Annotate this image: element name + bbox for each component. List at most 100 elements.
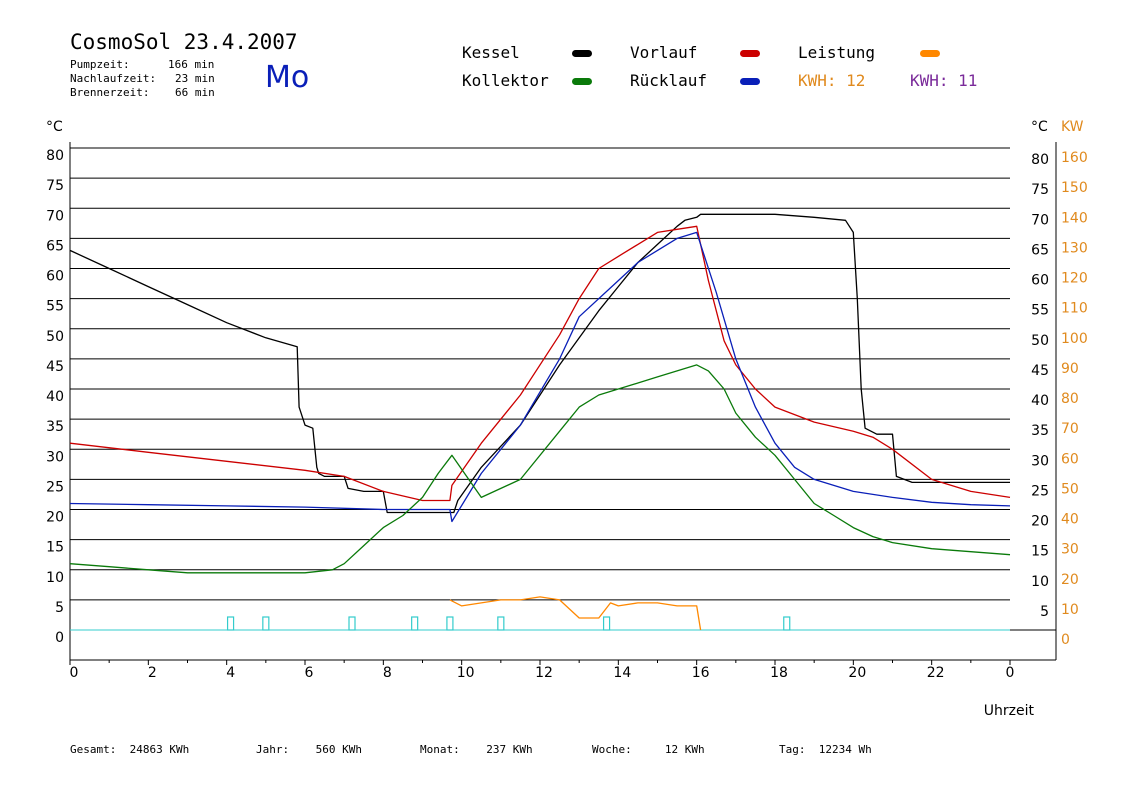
y-tick-left: 5 xyxy=(55,600,64,616)
legend-kessel-label: Kessel xyxy=(462,43,520,62)
x-tick-label: 20 xyxy=(848,665,866,681)
y-tick-power: 10 xyxy=(1061,602,1079,618)
footer-tag: Tag: 12234 Wh xyxy=(779,743,872,756)
chart-title: CosmoSol 23.4.2007 xyxy=(70,30,298,54)
y-tick-right: 45 xyxy=(1031,363,1049,379)
y-tick-left: 80 xyxy=(46,148,64,164)
y-tick-right: 30 xyxy=(1031,453,1049,469)
y-tick-right: 65 xyxy=(1031,242,1049,258)
pump-marker xyxy=(602,616,611,631)
y-tick-power: 110 xyxy=(1061,301,1088,317)
y-tick-power: 70 xyxy=(1061,421,1079,437)
x-tick-label: 14 xyxy=(613,665,631,681)
y-tick-power: 130 xyxy=(1061,240,1088,256)
x-tick-label: 12 xyxy=(535,665,553,681)
y-tick-right: 40 xyxy=(1031,393,1049,409)
legend-kollektor-swatch xyxy=(572,78,592,85)
kwh-collector-label: KWH: 12 xyxy=(798,71,866,90)
x-tick-label: 0 xyxy=(70,665,79,681)
footer-woche: Woche: 12 KWh xyxy=(592,743,705,756)
x-axis-label: Uhrzeit xyxy=(984,703,1035,719)
y-tick-right: 50 xyxy=(1031,333,1049,349)
y-tick-left: 75 xyxy=(46,178,64,194)
x-tick-label: 2 xyxy=(148,665,157,681)
y-tick-right: 20 xyxy=(1031,514,1049,530)
legend-ruecklauf-swatch xyxy=(740,78,760,85)
y-tick-power: 80 xyxy=(1061,391,1079,407)
y-tick-power: 50 xyxy=(1061,481,1079,497)
kwh-collector-value: 12 xyxy=(846,71,866,90)
x-tick-label: 16 xyxy=(692,665,710,681)
y-tick-right: 5 xyxy=(1040,604,1049,620)
pump-marker xyxy=(348,616,356,631)
y-tick-left: 70 xyxy=(46,208,64,224)
y-tick-left: 35 xyxy=(46,419,64,435)
y-tick-right: 15 xyxy=(1031,544,1049,560)
x-tick-label: 18 xyxy=(770,665,788,681)
pump-marker xyxy=(411,616,419,631)
pump-marker xyxy=(226,616,235,631)
y-tick-power: 0 xyxy=(1061,632,1070,648)
legend-ruecklauf-label: Rücklauf xyxy=(630,71,708,90)
pump-marker xyxy=(783,616,791,631)
x-tick-label: 0 xyxy=(1006,665,1015,681)
y-tick-power: 20 xyxy=(1061,572,1079,588)
stat-pumpzeit: Pumpzeit: 166 min xyxy=(70,58,215,71)
y-axis-label-power: KW xyxy=(1061,119,1084,135)
y-tick-right: 10 xyxy=(1031,574,1049,590)
y-tick-right: 60 xyxy=(1031,273,1049,289)
y-tick-power: 40 xyxy=(1061,512,1079,528)
y-tick-right: 70 xyxy=(1031,212,1049,228)
y-tick-left: 15 xyxy=(46,540,64,556)
legend-kollektor-label: Kollektor xyxy=(462,71,549,90)
legend-vorlauf-swatch xyxy=(740,50,760,57)
y-tick-power: 120 xyxy=(1061,271,1088,287)
y-tick-power: 140 xyxy=(1061,210,1088,226)
pump-marker xyxy=(497,616,505,631)
y-tick-power: 30 xyxy=(1061,542,1079,558)
series-rcklauf-line xyxy=(69,231,1011,523)
x-tick-label: 22 xyxy=(927,665,945,681)
footer-gesamt: Gesamt: 24863 KWh xyxy=(70,743,190,756)
y-tick-right: 55 xyxy=(1031,303,1049,319)
y-tick-right: 25 xyxy=(1031,483,1049,499)
weekday-label: Mo xyxy=(265,60,310,95)
y-axis-label-left: °C xyxy=(46,119,63,135)
legend-leistung-label: Leistung xyxy=(798,43,876,62)
y-tick-right: 75 xyxy=(1031,182,1049,198)
footer-monat: Monat: 237 KWh xyxy=(420,743,533,756)
pump-marker xyxy=(262,616,270,631)
kwh-boiler-value: 11 xyxy=(958,71,978,90)
series-vorlauf-line xyxy=(69,225,1011,502)
x-tick-label: 8 xyxy=(383,665,392,681)
footer-jahr: Jahr: 560 KWh xyxy=(256,743,362,756)
kwh-boiler-label: KWH: 11 xyxy=(910,71,978,90)
series-leistung-line xyxy=(449,596,702,631)
legend-vorlauf-label: Vorlauf xyxy=(630,43,698,62)
y-tick-right: 80 xyxy=(1031,152,1049,168)
y-axis-label-right: °C xyxy=(1031,119,1048,135)
y-tick-left: 30 xyxy=(46,449,64,465)
y-tick-left: 60 xyxy=(46,269,64,285)
y-tick-left: 40 xyxy=(46,389,64,405)
y-tick-left: 10 xyxy=(46,570,64,586)
y-tick-left: 45 xyxy=(46,359,64,375)
y-tick-right: 35 xyxy=(1031,423,1049,439)
y-tick-power: 90 xyxy=(1061,361,1079,377)
stat-brennerzeit: Brennerzeit: 66 min xyxy=(70,86,215,99)
y-tick-left: 55 xyxy=(46,299,64,315)
stat-nachlaufzeit: Nachlaufzeit: 23 min xyxy=(70,72,215,85)
y-tick-left: 20 xyxy=(46,510,64,526)
y-tick-power: 60 xyxy=(1061,451,1079,467)
x-tick-label: 6 xyxy=(305,665,314,681)
y-tick-power: 100 xyxy=(1061,331,1088,347)
y-tick-left: 65 xyxy=(46,238,64,254)
legend-kessel-swatch xyxy=(572,50,592,57)
y-tick-left: 25 xyxy=(46,479,64,495)
y-tick-power: 150 xyxy=(1061,180,1088,196)
series-kollektor-line xyxy=(69,364,1011,574)
legend-leistung-swatch xyxy=(920,50,940,57)
series-kessel-line xyxy=(69,213,1010,514)
y-tick-left: 0 xyxy=(55,630,64,646)
